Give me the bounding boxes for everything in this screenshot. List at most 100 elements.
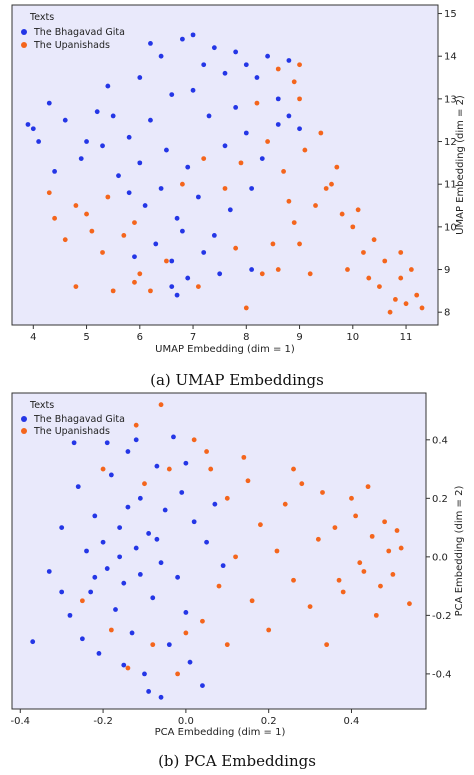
umap-point-gita — [62, 117, 68, 123]
pca-point-gita — [92, 574, 98, 580]
pca-point-gita — [84, 548, 89, 554]
umap-point-gita — [243, 130, 249, 136]
pca-point-upanishads — [166, 466, 172, 472]
umap-point-upanishads — [371, 237, 377, 243]
pca-point-upanishads — [204, 449, 209, 454]
pca-point-upanishads — [258, 522, 263, 528]
pca-x-tick-label: -0.2 — [93, 716, 113, 727]
umap-point-upanishads — [201, 156, 207, 162]
umap-y-tick-label: 10 — [444, 222, 457, 233]
pca-point-upanishads — [291, 466, 296, 472]
umap-point-gita — [25, 122, 31, 127]
umap-point-upanishads — [291, 220, 297, 226]
umap-point-gita — [52, 169, 57, 174]
umap-point-gita — [169, 92, 175, 97]
umap-point-upanishads — [195, 284, 201, 289]
umap-point-upanishads — [297, 241, 302, 247]
umap-point-upanishads — [419, 305, 425, 311]
umap-point-upanishads — [46, 190, 52, 196]
pca-point-gita — [96, 651, 102, 656]
pca-point-gita — [46, 569, 52, 574]
pca-y-tick-label: -0.2 — [432, 611, 452, 622]
umap-legend-title: Texts — [29, 12, 54, 23]
pca-point-gita — [92, 513, 98, 519]
pca-point-upanishads — [353, 513, 359, 519]
pca-point-upanishads — [336, 577, 342, 583]
umap-point-upanishads — [318, 130, 324, 136]
pca-point-gita — [113, 607, 118, 612]
umap-point-gita — [185, 164, 191, 170]
pca-legend-marker-gita — [21, 416, 27, 422]
pca-point-gita — [121, 580, 127, 586]
pca-point-gita — [175, 574, 181, 580]
pca-point-gita — [59, 525, 65, 530]
umap-point-upanishads — [393, 297, 398, 302]
umap-y-tick-label: 12 — [444, 137, 457, 148]
pca-point-gita — [166, 642, 172, 648]
pca-point-upanishads — [274, 548, 280, 554]
umap-point-upanishads — [233, 245, 239, 251]
caption-b: (b) PCA Embeddings — [158, 752, 316, 770]
pca-point-upanishads — [79, 598, 85, 604]
umap-point-upanishads — [254, 100, 260, 106]
pca-point-gita — [71, 440, 77, 446]
pca-point-gita — [108, 472, 114, 478]
umap-point-upanishads — [137, 271, 143, 277]
pca-point-gita — [129, 630, 135, 636]
umap-x-tick-label: 4 — [30, 332, 36, 343]
umap-y-tick-label: 9 — [444, 265, 450, 276]
pca-y-label: PCA Embedding (dim = 2) — [454, 486, 465, 617]
pca-point-upanishads — [361, 569, 367, 574]
pca-point-gita — [133, 545, 139, 551]
pca-point-upanishads — [349, 495, 354, 501]
umap-y-label: UMAP Embedding (dim = 2) — [455, 95, 466, 235]
umap-point-gita — [180, 36, 185, 42]
pca-point-gita — [75, 484, 81, 490]
umap-point-gita — [206, 113, 212, 119]
pca-point-upanishads — [100, 466, 106, 472]
umap-point-upanishads — [366, 275, 372, 281]
umap-point-upanishads — [377, 284, 382, 289]
pca-point-upanishads — [369, 533, 375, 539]
umap-y-ticks: 8 9 10 11 12 13 14 15 — [438, 9, 457, 319]
umap-point-gita — [142, 203, 148, 208]
umap-point-gita — [195, 194, 201, 200]
umap-y-tick-label: 8 — [444, 308, 450, 319]
pca-point-gita — [125, 504, 131, 510]
pca-point-gita — [117, 525, 123, 530]
umap-point-upanishads — [73, 203, 79, 208]
umap-point-gita — [78, 156, 84, 162]
pca-point-upanishads — [249, 598, 255, 604]
umap-point-gita — [217, 271, 223, 277]
umap-point-gita — [174, 292, 180, 298]
pca-x-tick-label: 0.4 — [344, 716, 360, 727]
pca-point-upanishads — [142, 481, 147, 487]
umap-point-upanishads — [52, 215, 57, 221]
umap-point-upanishads — [313, 203, 318, 208]
umap-x-tick-label: 10 — [346, 332, 359, 343]
umap-point-gita — [190, 87, 196, 93]
umap-x-ticks: 4 5 6 7 8 9 10 11 — [30, 325, 412, 343]
pca-point-upanishads — [241, 454, 247, 460]
umap-point-upanishads — [164, 258, 169, 264]
umap-points — [25, 32, 425, 315]
pca-point-upanishads — [386, 548, 392, 554]
umap-point-upanishads — [387, 309, 393, 315]
pca-point-gita — [183, 610, 189, 615]
pca-x-ticks: -0.4 -0.2 0.0 0.2 0.4 — [11, 709, 360, 727]
pca-point-gita — [204, 539, 209, 545]
umap-x-tick-label: 8 — [243, 332, 249, 343]
pca-point-upanishads — [332, 525, 338, 530]
umap-point-upanishads — [238, 160, 244, 166]
umap-point-upanishads — [382, 258, 388, 264]
umap-point-upanishads — [100, 250, 105, 255]
pca-point-upanishads — [365, 484, 371, 490]
pca-point-upanishads — [175, 671, 181, 677]
umap-y-tick-label: 13 — [444, 94, 457, 105]
umap-legend-marker-upanishads — [21, 42, 27, 48]
pca-point-gita — [79, 636, 85, 642]
pca-point-upanishads — [398, 545, 404, 551]
umap-point-upanishads — [291, 79, 297, 85]
umap-point-upanishads — [323, 186, 329, 191]
pca-point-upanishads — [357, 560, 363, 566]
